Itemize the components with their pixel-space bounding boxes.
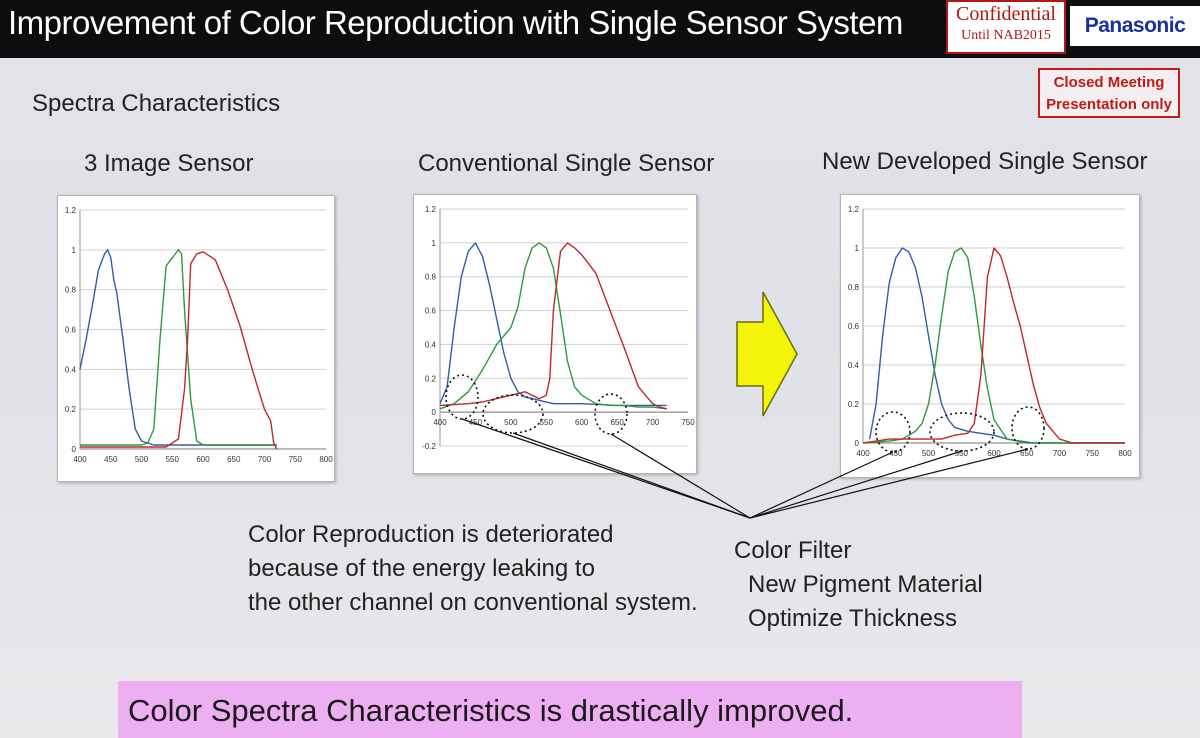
x-tick-label: 700 xyxy=(258,455,272,464)
stamp-line1: Closed Meeting xyxy=(1053,74,1165,91)
closed-meeting-stamp: Closed Meeting Presentation only xyxy=(1038,68,1180,118)
x-tick-label: 650 xyxy=(227,455,241,464)
y-tick-label: 1 xyxy=(72,246,77,255)
x-tick-label: 650 xyxy=(610,418,624,427)
caption-left-line: Color Reproduction is deteriorated xyxy=(248,521,614,548)
series-line-green xyxy=(862,247,1125,444)
x-tick-label: 500 xyxy=(135,455,149,464)
stamp-line2: Presentation only xyxy=(1046,96,1172,113)
x-tick-label: 450 xyxy=(469,418,483,427)
x-tick-label: 400 xyxy=(856,449,870,458)
y-tick-label: 0.6 xyxy=(425,307,437,316)
caption-left-line: the other channel on conventional system… xyxy=(248,589,698,616)
x-tick-label: 550 xyxy=(955,449,969,458)
pointer-lines xyxy=(461,418,1029,519)
leak-circle xyxy=(445,374,479,420)
y-tick-label: 0.8 xyxy=(848,283,860,292)
caption-right-heading: Color Filter xyxy=(734,537,852,564)
series-line-red xyxy=(439,242,667,410)
brand-logo: Panasonic xyxy=(1070,6,1200,46)
caption-color-filter: Color Filter New Pigment Material Optimi… xyxy=(734,534,983,636)
x-tick-label: 400 xyxy=(73,455,87,464)
y-tick-label: 1.2 xyxy=(848,205,860,214)
x-tick-label: 800 xyxy=(1118,449,1132,458)
x-tick-label: 600 xyxy=(987,449,1001,458)
chart2-plot: -0.2 0 0.2 0.4 0.6 0.8 1 1.2 400 450 500 550 600 650 7… xyxy=(422,205,695,451)
right-arrow-icon xyxy=(736,291,798,417)
leak-circle xyxy=(594,393,628,435)
y-tick-label: 1.2 xyxy=(425,205,437,214)
slide-title: Improvement of Color Reproduction with S… xyxy=(8,4,903,41)
bottom-banner: Color Spectra Characteristics is drastic… xyxy=(118,681,1022,738)
x-tick-label: 450 xyxy=(889,449,903,458)
series-line-blue xyxy=(439,242,667,407)
chart3-plot: 0 0.2 0.4 0.6 0.8 1 1.2 400 450 500 550 600 650 700 75… xyxy=(848,205,1132,458)
caption-right-item: New Pigment Material xyxy=(748,571,983,598)
confidential-line2: Until NAB2015 xyxy=(961,28,1051,43)
caption-left-line: because of the energy leaking to xyxy=(248,555,595,582)
y-tick-label: 0.4 xyxy=(848,361,860,370)
y-tick-label: 1.2 xyxy=(65,206,77,215)
confidential-label: Confidential Until NAB2015 xyxy=(946,0,1066,54)
y-tick-label: 0 xyxy=(432,408,437,417)
y-tick-label: 0.6 xyxy=(65,326,77,335)
x-tick-label: 550 xyxy=(166,455,180,464)
x-tick-label: 600 xyxy=(196,455,210,464)
section-title: Spectra Characteristics xyxy=(32,90,281,117)
x-tick-label: 400 xyxy=(433,418,447,427)
y-tick-label: 0.8 xyxy=(65,286,77,295)
y-tick-label: 0.8 xyxy=(425,273,437,282)
caption-deterioration: Color Reproduction is deteriorated becau… xyxy=(248,518,698,620)
x-tick-label: 600 xyxy=(575,418,589,427)
chart2-title: Conventional Single Sensor xyxy=(418,150,715,177)
series-line-blue xyxy=(868,247,1125,444)
confidential-line1: Confidential xyxy=(956,3,1056,25)
header-bar: Improvement of Color Reproduction with S… xyxy=(0,0,1200,58)
series-line-red xyxy=(80,251,278,450)
y-tick-label: 0 xyxy=(855,439,860,448)
x-tick-label: 500 xyxy=(922,449,936,458)
x-tick-label: 550 xyxy=(540,418,554,427)
y-tick-label: 0.6 xyxy=(848,322,860,331)
leak-circle xyxy=(1011,406,1045,450)
chart1-title: 3 Image Sensor xyxy=(84,150,254,177)
x-tick-label: 700 xyxy=(646,418,660,427)
chart1-plot: 0 0.2 0.4 0.6 0.8 1 1.2 400 450 500 550 600 650 700 75… xyxy=(65,206,333,464)
x-tick-label: 750 xyxy=(1086,449,1100,458)
chart-new-developed-single-sensor: 0 0.2 0.4 0.6 0.8 1 1.2 400 450 500 550 600 650 700 75… xyxy=(840,194,1140,478)
leak-circle xyxy=(929,412,995,452)
x-tick-label: 450 xyxy=(104,455,118,464)
x-tick-label: 500 xyxy=(504,418,518,427)
x-tick-label: 750 xyxy=(681,418,695,427)
y-tick-label: -0.2 xyxy=(422,442,436,451)
y-tick-label: 0.2 xyxy=(848,400,860,409)
leak-circle xyxy=(875,411,911,453)
caption-right-item: Optimize Thickness xyxy=(748,605,957,632)
series-line-red xyxy=(862,247,1125,444)
chart-3-image-sensor: 0 0.2 0.4 0.6 0.8 1 1.2 400 450 500 550 600 650 700 75… xyxy=(57,195,335,482)
y-tick-label: 1 xyxy=(855,244,860,253)
leak-circle xyxy=(482,394,544,434)
series-line-green xyxy=(439,242,667,410)
y-tick-label: 0.4 xyxy=(425,340,437,349)
x-tick-label: 750 xyxy=(289,455,303,464)
bottom-banner-text: Color Spectra Characteristics is drastic… xyxy=(128,693,854,728)
y-tick-label: 0 xyxy=(72,445,77,454)
series-line-green xyxy=(80,249,277,446)
chart-conventional-single-sensor: -0.2 0 0.2 0.4 0.6 0.8 1 1.2 400 450 500 550 600 650 7… xyxy=(413,194,697,474)
x-tick-label: 800 xyxy=(319,455,333,464)
y-tick-label: 0.4 xyxy=(65,365,77,374)
chart3-title: New Developed Single Sensor xyxy=(822,148,1148,175)
y-tick-label: 0.2 xyxy=(425,374,437,383)
y-tick-label: 0.2 xyxy=(65,405,77,414)
x-tick-label: 650 xyxy=(1020,449,1034,458)
x-tick-label: 700 xyxy=(1053,449,1067,458)
y-tick-label: 1 xyxy=(432,239,437,248)
